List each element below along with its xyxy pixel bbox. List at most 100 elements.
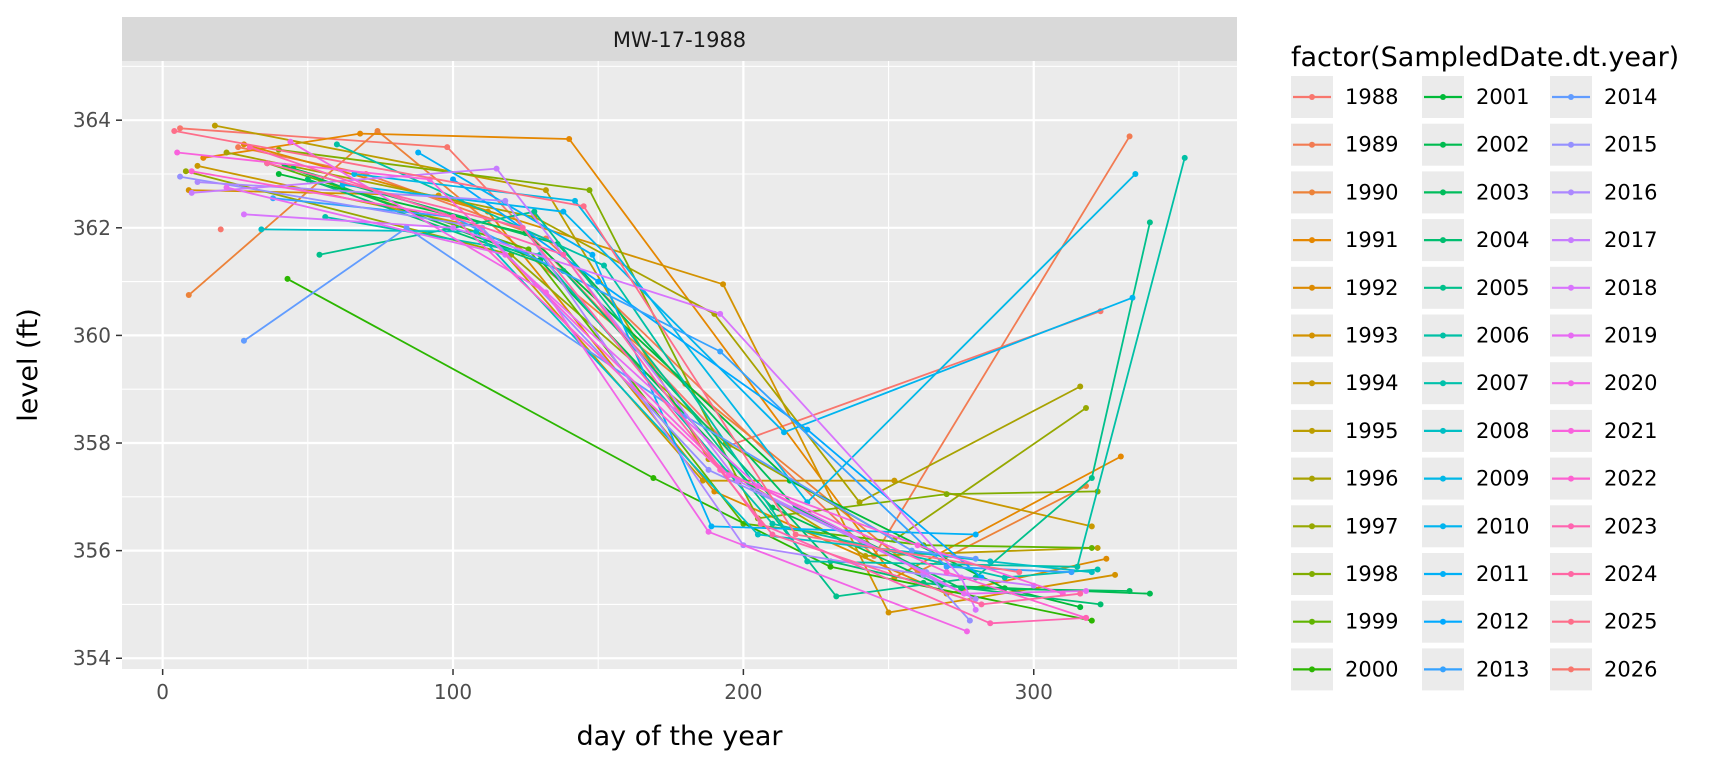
data-point-2005 xyxy=(316,251,323,258)
x-tick-label: 200 xyxy=(724,680,762,704)
data-point-1988 xyxy=(444,144,451,151)
data-point-2024 xyxy=(1077,590,1084,597)
data-point-2001 xyxy=(1077,604,1084,611)
legend-key-point xyxy=(1440,571,1446,577)
data-point-2022 xyxy=(943,569,950,576)
legend-title: factor(SampledDate.dt.year) xyxy=(1291,42,1679,73)
data-point-2024 xyxy=(264,160,271,167)
y-tick-label: 356 xyxy=(73,539,111,563)
data-point-2019 xyxy=(223,184,230,191)
legend-key-point xyxy=(1309,666,1315,673)
data-point-2011 xyxy=(708,523,715,530)
legend-item-1991: 1991 xyxy=(1291,219,1398,262)
data-point-2008 xyxy=(258,226,265,233)
legend-item-2024: 2024 xyxy=(1550,553,1657,595)
legend-label: 2026 xyxy=(1604,657,1657,681)
data-point-2016 xyxy=(502,197,509,204)
legend-label: 1999 xyxy=(1345,610,1398,634)
legend-item-2001: 2001 xyxy=(1422,76,1529,118)
legend-label: 2025 xyxy=(1604,610,1657,634)
data-point-2018 xyxy=(450,224,457,231)
series-2025 xyxy=(171,127,1023,576)
data-point-2018 xyxy=(240,211,247,218)
legend-label: 1989 xyxy=(1345,133,1398,157)
data-point-2019 xyxy=(1083,587,1090,594)
data-point-1989 xyxy=(235,144,242,151)
legend-item-1990: 1990 xyxy=(1291,171,1398,214)
legend-label: 2020 xyxy=(1604,371,1657,395)
legend-key-point xyxy=(1568,189,1574,196)
legend: 1988 1989 1990 1991 1992 1993 1994 1995 1996 1997… xyxy=(1291,76,1657,691)
data-point-1997 xyxy=(182,168,189,175)
legend-label: 2004 xyxy=(1476,228,1529,252)
legend-key-point xyxy=(1440,141,1446,148)
legend-item-2003: 2003 xyxy=(1422,171,1529,214)
legend-label: 2012 xyxy=(1476,610,1529,634)
data-point-2011 xyxy=(589,251,596,258)
data-point-2010 xyxy=(781,429,788,436)
legend-key-point xyxy=(1309,332,1315,339)
x-tick-label: 100 xyxy=(434,680,472,704)
data-point-1991 xyxy=(200,154,207,161)
legend-item-2004: 2004 xyxy=(1422,219,1529,262)
legend-key-point xyxy=(1309,284,1315,291)
legend-key-point xyxy=(1568,284,1574,291)
legend-key-point xyxy=(1568,380,1574,387)
legend-item-2013: 2013 xyxy=(1422,648,1529,691)
data-point-2019 xyxy=(961,590,968,597)
data-point-2005 xyxy=(1088,474,1095,481)
data-point-2014 xyxy=(403,224,410,231)
legend-label: 2001 xyxy=(1476,85,1529,109)
data-point-2008 xyxy=(754,531,761,538)
data-point-2005 xyxy=(531,208,538,215)
x-tick-label: 0 xyxy=(156,680,169,704)
data-point-2016 xyxy=(194,179,201,186)
series-2026 xyxy=(217,226,224,233)
data-point-1996 xyxy=(223,149,230,156)
data-point-2024 xyxy=(978,601,985,608)
legend-key-point xyxy=(1309,380,1315,387)
legend-item-2021: 2021 xyxy=(1550,409,1657,452)
legend-key-point xyxy=(1309,189,1315,196)
legend-key-point xyxy=(1568,618,1574,625)
legend-key-point xyxy=(1568,237,1574,244)
legend-key-point xyxy=(1440,284,1446,291)
data-point-2000 xyxy=(1088,617,1095,624)
legend-item-2022: 2022 xyxy=(1550,457,1657,500)
legend-key-point xyxy=(1568,666,1574,673)
data-point-1991 xyxy=(1117,453,1124,460)
legend-item-2006: 2006 xyxy=(1422,314,1529,357)
y-axis-title: level (ft) xyxy=(13,308,44,421)
legend-label: 2008 xyxy=(1476,419,1529,443)
x-axis: 0 100 200 300 xyxy=(156,669,1053,704)
data-point-2009 xyxy=(351,170,358,177)
legend-label: 2018 xyxy=(1604,276,1657,300)
legend-key-point xyxy=(1440,94,1446,100)
data-point-1996 xyxy=(856,499,863,506)
legend-item-2017: 2017 xyxy=(1550,219,1657,262)
y-tick-label: 354 xyxy=(73,646,111,670)
data-point-1995 xyxy=(542,187,549,194)
data-point-2017 xyxy=(188,189,195,196)
data-point-2007 xyxy=(1001,574,1008,581)
legend-label: 2017 xyxy=(1604,228,1657,252)
legend-label: 2019 xyxy=(1604,324,1657,348)
data-point-2006 xyxy=(1074,563,1081,570)
legend-item-2011: 2011 xyxy=(1422,553,1529,595)
legend-key-point xyxy=(1309,141,1315,148)
data-point-1997 xyxy=(1083,405,1090,412)
data-point-2012 xyxy=(804,426,811,433)
data-point-2025 xyxy=(792,531,799,538)
data-point-2004 xyxy=(304,176,311,183)
data-point-2009 xyxy=(1132,170,1139,177)
data-point-2011 xyxy=(972,531,979,538)
data-point-1990 xyxy=(374,127,381,134)
data-point-2026 xyxy=(217,226,224,233)
legend-key-point xyxy=(1440,380,1446,387)
legend-key-point xyxy=(1309,427,1315,434)
legend-key-point xyxy=(1440,189,1446,196)
legend-item-2009: 2009 xyxy=(1422,457,1529,500)
data-point-2011 xyxy=(415,149,422,156)
legend-item-1997: 1997 xyxy=(1291,505,1398,548)
data-point-2020 xyxy=(963,628,970,635)
